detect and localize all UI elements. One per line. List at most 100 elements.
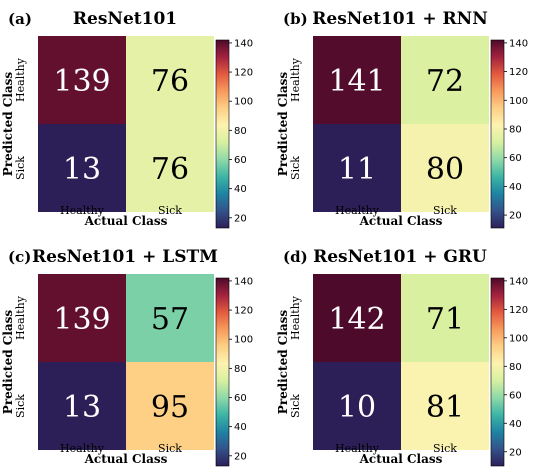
heatmap-cell	[313, 362, 401, 450]
x-tick-label: Healthy	[60, 204, 105, 217]
colorbar-tick-label: 120	[509, 67, 528, 78]
colorbar-tick-label: 140	[509, 276, 528, 287]
x-tick-label: Sick	[433, 442, 457, 455]
colorbar-tick-label: 40	[234, 184, 247, 195]
y-axis-label: Predicted Class	[276, 310, 290, 415]
colorbar-tick-label: 60	[234, 393, 247, 404]
heatmap-cell	[38, 274, 126, 362]
heatmap-cell	[38, 124, 126, 212]
colorbar	[490, 277, 505, 467]
panel-title: ResNet101 + RNN	[312, 9, 488, 29]
colorbar-tick-label: 120	[234, 306, 253, 317]
colorbar-tick-label: 20	[509, 211, 522, 222]
heatmap-cell	[401, 36, 489, 124]
heatmap-cell	[38, 362, 126, 450]
x-tick-label: Sick	[158, 204, 182, 217]
colorbar	[215, 277, 230, 467]
x-tick-label: Healthy	[60, 442, 105, 455]
panel-letter: (b)	[283, 10, 308, 28]
heatmap-cell	[126, 124, 214, 212]
x-axis-label: Actual Class	[359, 452, 443, 466]
colorbar-tick-label: 80	[509, 362, 522, 373]
cell-value-label: 80	[426, 152, 464, 187]
cell-value-label: 139	[53, 64, 110, 99]
colorbar-tick-label: 80	[509, 124, 522, 135]
y-tick-label: Sick	[289, 156, 302, 180]
heatmap-cell	[401, 124, 489, 212]
colorbar-tick-label: 60	[509, 390, 522, 401]
heatmap-cell	[38, 36, 126, 124]
colorbar-tick-label: 40	[234, 422, 247, 433]
cell-value-label: 141	[328, 64, 385, 99]
cell-value-label: 13	[63, 390, 101, 425]
cell-value-label: 81	[426, 390, 464, 425]
colorbar-tick-label: 140	[234, 38, 253, 49]
colorbar-tick-label: 140	[509, 38, 528, 49]
colorbar-tick-label: 20	[509, 447, 522, 458]
y-tick-label: Sick	[14, 394, 27, 418]
x-axis-label: Actual Class	[84, 452, 168, 466]
y-tick-label: Sick	[14, 156, 27, 180]
colorbar-tick-label: 60	[509, 153, 522, 164]
colorbar-tick-label: 40	[509, 182, 522, 193]
colorbar-tick-label: 100	[234, 335, 253, 346]
cell-value-label: 139	[53, 302, 110, 337]
cell-value-label: 72	[426, 64, 464, 99]
panel-title: ResNet101 + GRU	[313, 247, 487, 267]
panel-letter: (a)	[8, 10, 32, 28]
y-axis-label: Predicted Class	[1, 72, 15, 177]
y-axis-label: Predicted Class	[276, 72, 290, 177]
panel-letter: (c)	[8, 248, 31, 266]
panel-title: ResNet101 + LSTM	[32, 247, 218, 267]
x-tick-label: Sick	[433, 204, 457, 217]
heatmap-cell	[126, 36, 214, 124]
colorbar-tick-label: 20	[234, 451, 247, 462]
colorbar-tick-label: 120	[509, 305, 528, 316]
y-axis-label: Predicted Class	[1, 310, 15, 415]
cell-value-label: 71	[426, 302, 464, 337]
colorbar-tick-label: 40	[509, 419, 522, 430]
colorbar-tick-label: 120	[234, 68, 253, 79]
colorbar-tick-label: 80	[234, 126, 247, 137]
y-tick-label: Sick	[289, 394, 302, 418]
cell-value-label: 11	[338, 152, 376, 187]
y-tick-label: Healthy	[14, 57, 27, 102]
colorbar-tick-label: 20	[234, 213, 247, 224]
colorbar	[490, 39, 505, 229]
heatmap-cell	[126, 362, 214, 450]
x-axis-label: Actual Class	[359, 214, 443, 228]
panel-letter: (d)	[283, 248, 308, 266]
cell-value-label: 76	[151, 64, 189, 99]
cell-value-label: 57	[151, 302, 189, 337]
colorbar-tick-label: 60	[234, 155, 247, 166]
x-axis-label: Actual Class	[84, 214, 168, 228]
cell-value-label: 142	[328, 302, 385, 337]
heatmap-cell	[126, 274, 214, 362]
y-tick-label: Healthy	[289, 57, 302, 102]
y-tick-label: Healthy	[289, 295, 302, 340]
x-tick-label: Sick	[158, 442, 182, 455]
colorbar-tick-label: 80	[234, 364, 247, 375]
heatmap-cell	[401, 362, 489, 450]
cell-value-label: 95	[151, 390, 189, 425]
colorbar-tick-label: 100	[509, 333, 528, 344]
heatmap-cell	[313, 124, 401, 212]
colorbar-tick-label: 100	[509, 96, 528, 107]
cell-value-label: 10	[338, 390, 376, 425]
heatmap-cell	[313, 36, 401, 124]
heatmap-cell	[401, 274, 489, 362]
colorbar-tick-label: 140	[234, 276, 253, 287]
colorbar-tick-label: 100	[234, 97, 253, 108]
x-tick-label: Healthy	[335, 204, 380, 217]
y-tick-label: Healthy	[14, 295, 27, 340]
panel-title: ResNet101	[73, 9, 177, 29]
colorbar	[215, 39, 230, 229]
heatmap-cell	[313, 274, 401, 362]
cell-value-label: 76	[151, 152, 189, 187]
x-tick-label: Healthy	[335, 442, 380, 455]
